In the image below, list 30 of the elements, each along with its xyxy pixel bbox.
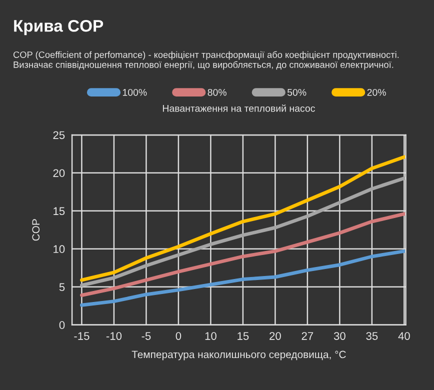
- y-tick-label: 15: [54, 207, 65, 216]
- line-series: [80, 249, 406, 307]
- x-tick-label: 0: [176, 332, 182, 340]
- x-axis-title: Температура наколишнього середовища, °C: [132, 350, 346, 360]
- chart-title: Крива COP: [14, 20, 104, 36]
- x-tick-label: -5: [142, 332, 151, 340]
- y-tick-label: 0: [59, 321, 65, 330]
- legend-label: 50%: [287, 88, 306, 96]
- x-tick-label: 35: [366, 332, 378, 340]
- x-tick-label: -10: [106, 332, 122, 340]
- x-tick-label: 30: [334, 332, 346, 340]
- y-tick-label: 10: [54, 245, 65, 254]
- x-tick-label: 15: [238, 332, 249, 340]
- legend-label: 20%: [367, 88, 386, 96]
- legend-label: 80%: [208, 88, 226, 96]
- x-tick-label: 27: [302, 332, 314, 340]
- y-tick-label: 25: [53, 131, 65, 140]
- y-tick-label: 20: [53, 169, 65, 178]
- x-tick-label: 10: [205, 332, 216, 340]
- legend-title: Навантаження на тепловий насос: [162, 104, 315, 112]
- x-tick-label: 20: [270, 332, 281, 340]
- line-series: [80, 176, 406, 288]
- x-tick-label: 40: [398, 332, 410, 340]
- y-tick-label: 5: [59, 283, 65, 292]
- y-axis-title: COP: [32, 219, 40, 241]
- chart-subtitle: COP (Coefficient of perfomance) - коефіцієнт трансформації або коефіцієнт продуктивності. Визначає співвідношення теплової енергії, що виробляється, до споживаної електричної.: [13, 51, 399, 70]
- line-series: [80, 155, 406, 282]
- legend-label: 100%: [122, 88, 147, 96]
- x-tick-label: -15: [74, 332, 90, 340]
- line-series: [80, 212, 406, 297]
